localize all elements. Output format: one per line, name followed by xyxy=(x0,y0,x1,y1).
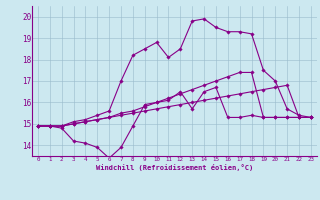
X-axis label: Windchill (Refroidissement éolien,°C): Windchill (Refroidissement éolien,°C) xyxy=(96,164,253,171)
